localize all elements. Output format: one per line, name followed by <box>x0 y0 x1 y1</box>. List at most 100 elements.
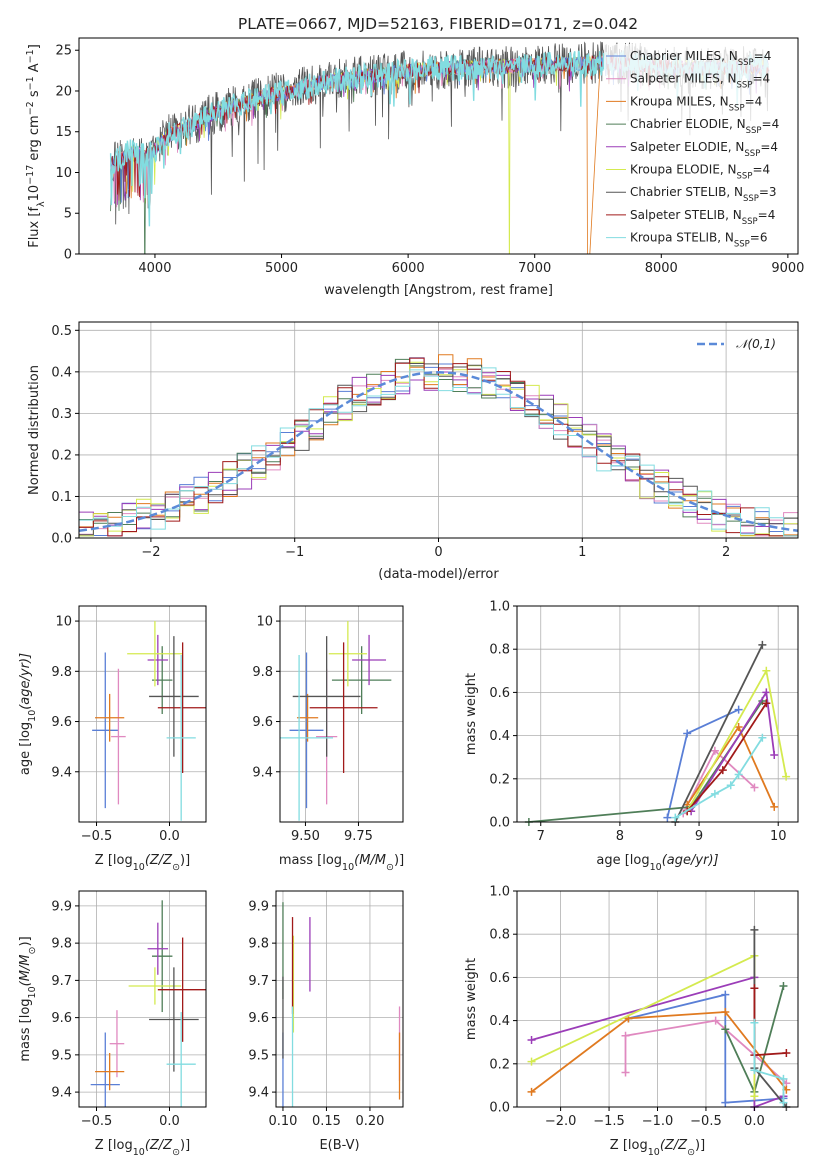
mass-age-xtick-label: 9.75 <box>344 829 373 844</box>
spectrum-xlabel: wavelength [Angstrom, rest frame] <box>324 283 553 298</box>
weight-marker <box>527 1087 536 1096</box>
age-weight-xlabel: age [log10(age/yr)] <box>596 853 718 873</box>
spectrum-xtick-label: 4000 <box>138 261 171 276</box>
age-weight-xtick-label: 8 <box>616 829 624 844</box>
weight-marker <box>721 1025 730 1034</box>
residuals-xlabel: (data-model)/error <box>378 567 499 582</box>
z-age-axes <box>79 606 206 822</box>
weight-marker <box>718 766 727 775</box>
weight-marker <box>734 722 743 731</box>
z-weight-xtick-label: 0.0 <box>744 1114 765 1129</box>
z-mass-frame: −0.5 0.0 9.4 9.5 9.6 9.7 9.8 9.9 <box>51 890 207 1129</box>
legend-entry: Salpeter ELODIE, NSSP=4 <box>630 140 778 159</box>
ebv-mass-ytick-label: 9.9 <box>248 899 269 914</box>
z-mass-ytick-label: 9.6 <box>51 1011 72 1026</box>
age-weight-xtick-label: 7 <box>537 829 545 844</box>
z-mass-xtick-label: 0.0 <box>159 1114 180 1129</box>
weight-marker <box>711 1016 720 1025</box>
residuals-frame: −2 −1 0 1 2 0.0 0.1 0.2 0.3 0.4 0.5 <box>51 321 799 560</box>
z-weight-ytick-label: 0.0 <box>489 1101 510 1116</box>
z-mass-ytick-label: 9.4 <box>51 1086 72 1101</box>
residuals-ytick-label: 0.5 <box>51 324 72 339</box>
ebv-mass-ytick-label: 9.5 <box>248 1048 269 1063</box>
mass-age-frame: 9.50 9.75 9.4 9.6 9.8 10 <box>252 605 404 844</box>
mass-age-axes <box>280 606 403 822</box>
mass-age-xlabel: mass [log10(M/M⊙)] <box>279 853 404 873</box>
z-weight-xlabel: Z [log10(Z/Z⊙)] <box>610 1138 705 1158</box>
weight-marker <box>734 705 743 714</box>
spectrum-legend: Chabrier MILES, NSSP=4 Salpeter MILES, NS… <box>604 44 794 250</box>
age-weight-ylabel: mass weight <box>464 673 479 755</box>
weight-marker <box>621 1031 630 1040</box>
age-weight-ytick-label: 0.6 <box>489 686 510 701</box>
z-age-xtick-label: −0.5 <box>81 829 113 844</box>
weight-marker <box>779 1074 788 1083</box>
ebv-mass-axes <box>276 891 403 1107</box>
legend-entry: Chabrier STELIB, NSSP=3 <box>630 185 777 204</box>
age-weight-xtick-label: 9 <box>695 829 703 844</box>
ebv-mass-frame: 0.10 0.15 0.20 9.4 9.5 9.6 9.7 9.8 9.9 <box>248 890 404 1129</box>
z-mass-ytick-label: 9.7 <box>51 974 72 989</box>
z-weight-xtick-label: −1.0 <box>642 1114 674 1129</box>
age-weight-xtick-label: 10 <box>770 829 787 844</box>
ebv-mass-ytick-label: 9.6 <box>248 1011 269 1026</box>
weight-marker <box>726 781 735 790</box>
weight-marker <box>721 1098 730 1107</box>
plots-layer: 4000 5000 6000 7000 8000 90000510152025wavele… <box>18 37 804 1158</box>
weight-marker <box>721 990 730 999</box>
legend-entry: Kroupa ELODIE, NSSP=4 <box>630 163 770 182</box>
weight-marker <box>750 1066 759 1075</box>
z-age-ytick-label: 9.6 <box>51 715 72 730</box>
z-weight-xtick-label: −2.0 <box>545 1114 577 1129</box>
mass-age-ytick-label: 10 <box>256 615 273 630</box>
weight-line <box>530 1011 788 1093</box>
z-weight-ytick-label: 0.2 <box>489 1057 510 1072</box>
z-weight-ytick-label: 0.4 <box>489 1014 510 1029</box>
weight-marker <box>762 688 771 697</box>
weight-line <box>624 1019 787 1084</box>
mass-age-ytick-label: 9.6 <box>252 715 273 730</box>
z-mass-ytick-label: 9.5 <box>51 1048 72 1063</box>
weight-line <box>674 644 764 822</box>
spectrum-ytick-label: 25 <box>55 44 72 59</box>
ebv-mass-xtick-label: 0.20 <box>355 1114 384 1129</box>
spectrum-ytick-label: 5 <box>64 207 72 222</box>
weight-marker <box>721 1007 730 1016</box>
spectrum-frame: 4000 5000 6000 7000 8000 9000 0 5 10 15 20 25 <box>55 37 804 276</box>
weight-marker <box>779 982 788 991</box>
age-weight-ytick-label: 1.0 <box>489 600 510 615</box>
age-weight-ytick-label: 0.4 <box>489 729 510 744</box>
legend-entry: Salpeter STELIB, NSSP=4 <box>630 208 775 227</box>
weight-marker <box>710 746 719 755</box>
z-weight-ytick-label: 1.0 <box>489 885 510 900</box>
mass-age-ytick-label: 9.4 <box>252 765 273 780</box>
residuals-ylabel: Normed distribution <box>27 365 42 495</box>
legend-entry: Kroupa STELIB, NSSP=6 <box>630 231 768 250</box>
weight-marker <box>663 813 672 822</box>
weight-marker <box>770 751 779 760</box>
weight-marker <box>683 729 692 738</box>
histogram-step <box>79 367 798 537</box>
reference-legend-label: 𝒩(0,1) <box>736 337 776 351</box>
z-age-frame: −0.5 0.0 9.4 9.6 9.8 10 <box>51 605 207 844</box>
weight-marker <box>762 666 771 675</box>
ebv-mass-xtick-label: 0.10 <box>268 1114 297 1129</box>
age-weight-ytick-label: 0.8 <box>489 643 510 658</box>
z-weight-ylabel: mass weight <box>464 958 479 1040</box>
spectrum-xtick-label: 6000 <box>392 261 425 276</box>
spectrum-ytick-label: 15 <box>55 125 72 140</box>
ebv-mass-xtick-label: 0.15 <box>312 1114 341 1129</box>
residuals-ytick-label: 0.1 <box>51 490 72 505</box>
weight-marker <box>750 1018 759 1027</box>
age-weight-ytick-label: 0.2 <box>489 772 510 787</box>
weight-marker <box>770 802 779 811</box>
z-mass-xtick-label: −0.5 <box>81 1114 113 1129</box>
residuals-xtick-label: −1 <box>285 545 304 560</box>
legend-entry: Chabrier ELODIE, NSSP=4 <box>630 117 779 136</box>
residuals-xtick-label: 1 <box>578 545 586 560</box>
z-age-ytick-label: 9.8 <box>51 665 72 680</box>
z-age-ytick-label: 9.4 <box>51 765 72 780</box>
residuals-xtick-label: 0 <box>434 545 442 560</box>
legend-entry: Chabrier MILES, NSSP=4 <box>630 49 771 68</box>
